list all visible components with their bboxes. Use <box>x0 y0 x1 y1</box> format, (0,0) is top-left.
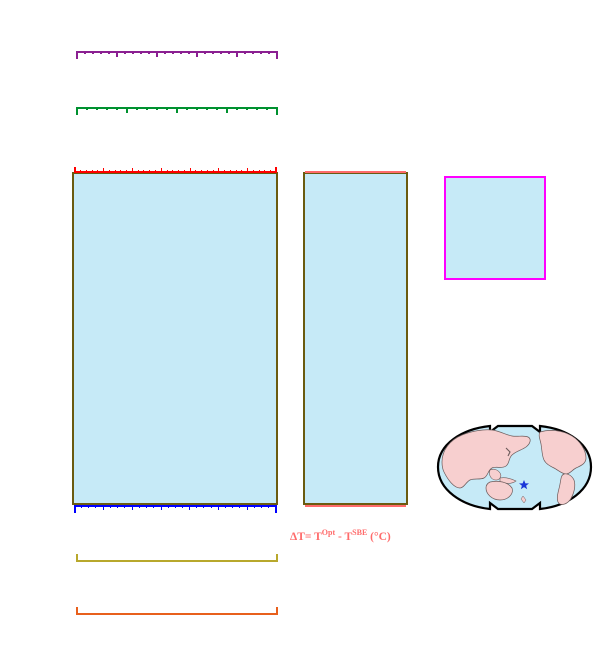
location-row <box>432 334 438 349</box>
world-map-svg <box>436 424 593 511</box>
profile-plot-panel[interactable] <box>72 172 278 505</box>
delta-t-axis-title: ΔT= TOpt - TSBE (°C) <box>290 528 391 543</box>
south-america-landmass <box>556 473 576 505</box>
fluorescence-scalebar <box>76 553 278 562</box>
eurasia-landmass <box>441 429 531 489</box>
world-map[interactable] <box>428 410 600 525</box>
oxygen-scalebar <box>76 107 278 116</box>
fluorescence-tick-labels <box>0 564 609 578</box>
japan-landmass <box>505 447 511 457</box>
metadata-block <box>432 304 438 364</box>
delta-t-panel[interactable] <box>303 172 408 505</box>
nitrate-scalebar <box>76 51 278 60</box>
float-row <box>432 304 438 319</box>
ts-diagram-panel[interactable] <box>444 176 546 280</box>
backscatter-scalebar <box>76 606 278 615</box>
delta-t-top-ticks <box>303 169 408 174</box>
new-zealand-landmass <box>520 495 527 504</box>
salinity-tick-marks <box>72 505 278 513</box>
delta-t-bottom-ticks <box>303 505 408 511</box>
australia-landmass <box>485 480 513 501</box>
temperature-tick-marks <box>72 167 278 174</box>
date-row <box>432 349 438 364</box>
float-location-star <box>519 480 529 490</box>
backscatter-tick-labels <box>0 617 609 631</box>
delta-t-axis-title-text: ΔT= TOpt - TSBE (°C) <box>290 528 391 543</box>
profile-row <box>432 319 438 334</box>
southeast-asia-landmass <box>489 468 502 481</box>
